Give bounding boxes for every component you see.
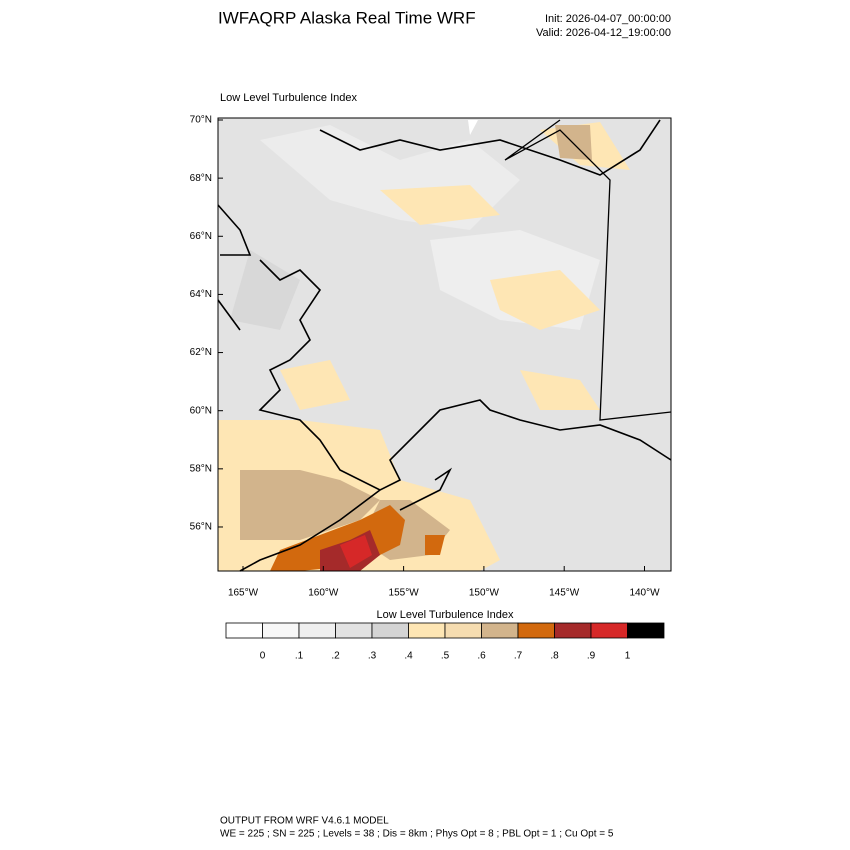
colorbar-box bbox=[444, 622, 482, 639]
lat-label: 70°N bbox=[190, 115, 212, 126]
colorbar-title: Low Level Turbulence Index bbox=[377, 609, 514, 621]
footer-line: OUTPUT FROM WRF V4.6.1 MODEL bbox=[220, 816, 389, 827]
lat-label: 66°N bbox=[190, 231, 212, 242]
footer-line: WE = 225 ; SN = 225 ; Levels = 38 ; Dis … bbox=[220, 829, 614, 840]
colorbar-label: .1 bbox=[295, 651, 304, 662]
lon-label: 140°W bbox=[629, 588, 660, 599]
lat-label: 64°N bbox=[190, 289, 212, 300]
colorbar-box bbox=[554, 622, 592, 639]
colorbar-box bbox=[481, 622, 519, 639]
lat-label: 56°N bbox=[190, 522, 212, 533]
colorbar-box bbox=[371, 622, 409, 639]
colorbar-label: 1 bbox=[625, 651, 631, 662]
colorbar-box bbox=[335, 622, 373, 639]
colorbar-label: .6 bbox=[477, 651, 486, 662]
lon-label: 155°W bbox=[389, 588, 420, 599]
colorbar-box bbox=[408, 622, 446, 639]
lat-label: 58°N bbox=[190, 463, 212, 474]
colorbar-label: .8 bbox=[550, 651, 559, 662]
colorbar-label: 0 bbox=[260, 651, 266, 662]
colorbar-label: .5 bbox=[441, 651, 450, 662]
lat-label: 62°N bbox=[190, 347, 212, 358]
lon-label: 165°W bbox=[228, 588, 259, 599]
colorbar-label: .3 bbox=[368, 651, 377, 662]
lon-label: 160°W bbox=[308, 588, 339, 599]
colorbar-label: .4 bbox=[404, 651, 413, 662]
init-time: Init: 2026-04-07_00:00:00 bbox=[545, 13, 671, 25]
colorbar-label: .7 bbox=[514, 651, 523, 662]
map-subtitle: Low Level Turbulence Index bbox=[220, 92, 357, 104]
lat-label: 60°N bbox=[190, 405, 212, 416]
colorbar-box bbox=[517, 622, 555, 639]
valid-time: Valid: 2026-04-12_19:00:00 bbox=[536, 27, 671, 39]
map-field bbox=[217, 117, 672, 572]
colorbar-box bbox=[627, 622, 665, 639]
lat-label: 68°N bbox=[190, 173, 212, 184]
colorbar-label: .2 bbox=[331, 651, 340, 662]
title: IWFAQRP Alaska Real Time WRF bbox=[218, 8, 476, 27]
colorbar-box bbox=[298, 622, 336, 639]
colorbar-box bbox=[590, 622, 628, 639]
colorbar-box bbox=[225, 622, 263, 639]
colorbar-box bbox=[262, 622, 300, 639]
colorbar-label: .9 bbox=[587, 651, 596, 662]
lon-label: 145°W bbox=[549, 588, 580, 599]
lon-label: 150°W bbox=[469, 588, 500, 599]
